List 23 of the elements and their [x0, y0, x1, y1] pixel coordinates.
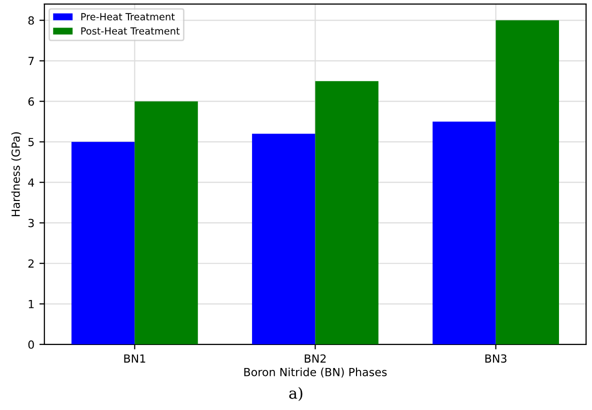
bar: [252, 134, 316, 344]
y-tick-label: 2: [28, 259, 34, 268]
bar: [496, 20, 559, 344]
y-tick-label: 8: [28, 16, 34, 25]
bar: [134, 101, 198, 344]
legend-label: Pre-Heat Treatment: [81, 13, 175, 20]
bar: [71, 142, 135, 344]
y-tick-label: 3: [28, 218, 34, 228]
x-tick-label: BN2: [304, 354, 326, 363]
bar: [432, 122, 496, 344]
x-tick-label: BN1: [124, 354, 146, 363]
x-tick-label: BN3: [485, 354, 506, 363]
legend-label: Post-Heat Treatment: [81, 27, 180, 35]
y-tick-label: 1: [28, 300, 34, 308]
y-tick-label: 7: [28, 56, 34, 66]
x-axis-title: Boron Nitride (BN) Phases: [244, 368, 387, 378]
y-tick-label: 4: [28, 178, 34, 187]
y-tick-label: 6: [28, 97, 34, 106]
bar: [315, 81, 378, 344]
text: a): [289, 387, 302, 402]
y-tick-label: 5: [28, 138, 34, 146]
y-axis-title: Hardness (GPa): [11, 132, 22, 216]
y-tick-label: 0: [28, 340, 34, 349]
